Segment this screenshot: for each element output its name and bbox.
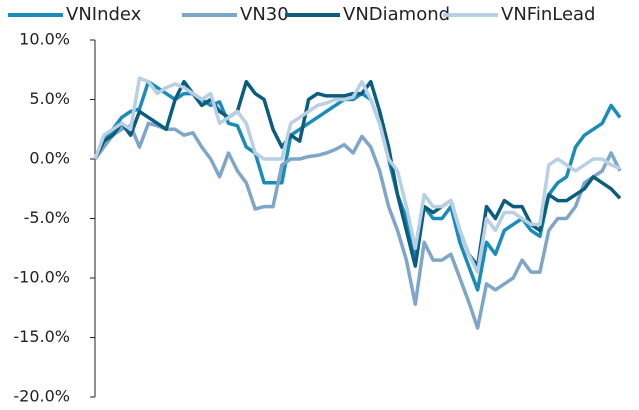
y-tick-label: 10.0%: [19, 30, 70, 49]
legend-label: VNFinLead: [501, 4, 595, 25]
y-tick-label: -15.0%: [13, 327, 70, 346]
series-line: [93, 79, 622, 292]
legend-label: VN30: [240, 4, 289, 25]
y-tick-label: 5.0%: [29, 89, 70, 108]
series-line: [93, 76, 621, 274]
y-tick-label: -5.0%: [24, 208, 70, 227]
legend-label: VNDiamond: [343, 4, 450, 25]
y-tick-label: -10.0%: [13, 268, 70, 287]
series-line: [93, 79, 622, 268]
series-line: [93, 121, 622, 330]
y-tick-label: 0.0%: [29, 149, 70, 168]
legend-label: VNIndex: [66, 4, 142, 25]
y-tick-label: -20.0%: [13, 387, 70, 406]
